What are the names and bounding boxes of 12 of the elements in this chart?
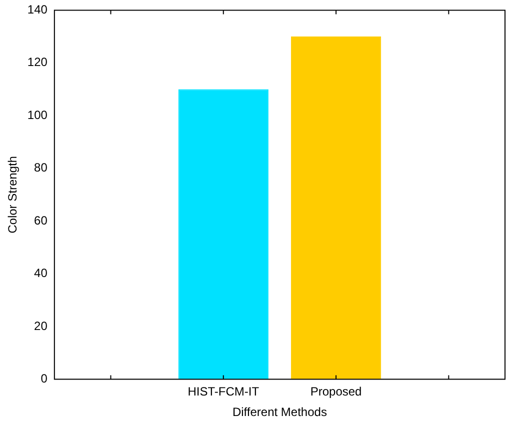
x-axis-title: Different Methods [232, 405, 327, 420]
x-tick-label: HIST-FCM-IT [188, 384, 260, 399]
y-axis-title: Color Strength [6, 156, 20, 234]
y-tick-label: 60 [34, 213, 48, 228]
y-tick-label: 20 [34, 318, 48, 333]
y-tick-label: 100 [27, 108, 48, 122]
y-tick-label: 80 [34, 160, 48, 175]
y-tick-label: 0 [40, 372, 48, 386]
y-tick-label: 40 [34, 266, 48, 280]
x-tick-label: Proposed [310, 384, 362, 399]
y-tick-label: 120 [27, 55, 48, 70]
y-tick-label: 140 [27, 2, 48, 17]
